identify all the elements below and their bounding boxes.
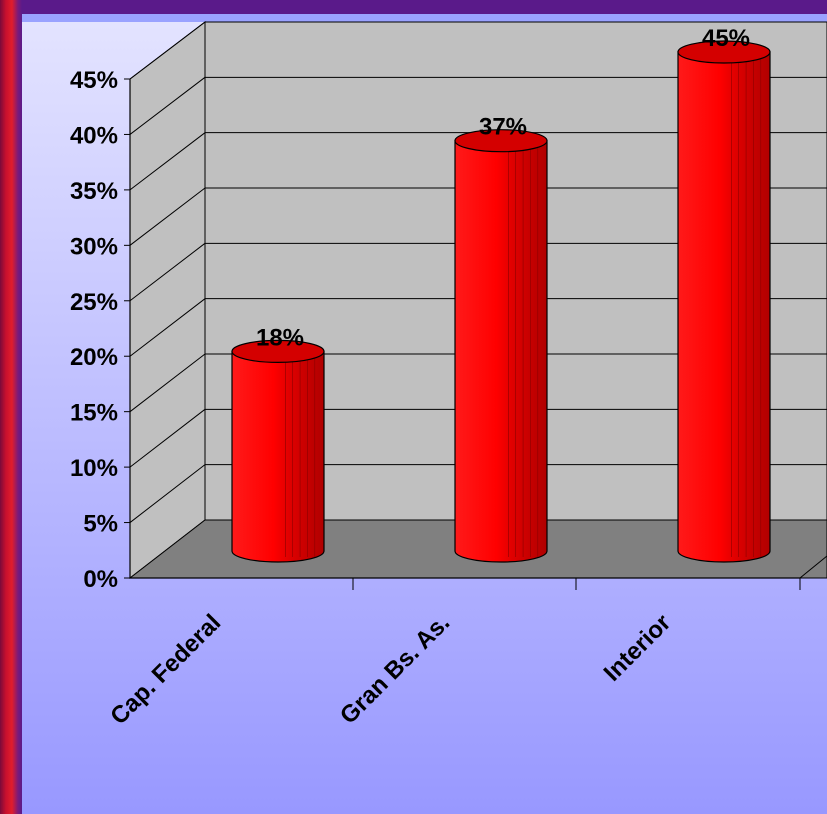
y-tick-label: 10% (70, 455, 118, 482)
y-tick-label: 40% (70, 122, 118, 149)
y-tick-label: 45% (70, 67, 118, 94)
bar-top (231, 339, 325, 363)
y-tick-label: 15% (70, 400, 118, 427)
y-tick-label: 0% (83, 566, 118, 593)
gridline-side (129, 408, 206, 468)
y-tick-label: 20% (70, 344, 118, 371)
gridline-side (129, 242, 206, 302)
bar-body (677, 51, 771, 563)
gridline-side (129, 298, 206, 357)
y-axis-ticks: 0% 5% 10% 15% 20% 25% 30% 35% 40% 45% (70, 67, 130, 593)
y-tick-label: 25% (70, 289, 118, 316)
gridline-side (129, 464, 206, 523)
data-label: 37% (479, 114, 527, 141)
bars: 18% 37% 45% (231, 25, 771, 563)
gridline-side (129, 76, 206, 135)
floor-edge (799, 555, 827, 579)
bar-1 (231, 339, 325, 563)
gridline-side (129, 353, 206, 413)
data-label: 45% (702, 25, 750, 52)
bar-body (231, 350, 325, 563)
chart-top-strip (22, 14, 827, 22)
y-tick-label: 5% (83, 511, 118, 538)
bar-top (454, 129, 548, 153)
gridline-side (129, 21, 206, 80)
data-label: 18% (256, 324, 304, 351)
bar-body (454, 140, 548, 563)
y-tick-label: 35% (70, 178, 118, 205)
bar-3 (677, 40, 771, 563)
gridline-side (129, 187, 206, 246)
bar-2 (454, 129, 548, 563)
bar-top (677, 40, 771, 64)
gridline-side (129, 132, 206, 191)
y-tick-label: 30% (70, 233, 118, 260)
